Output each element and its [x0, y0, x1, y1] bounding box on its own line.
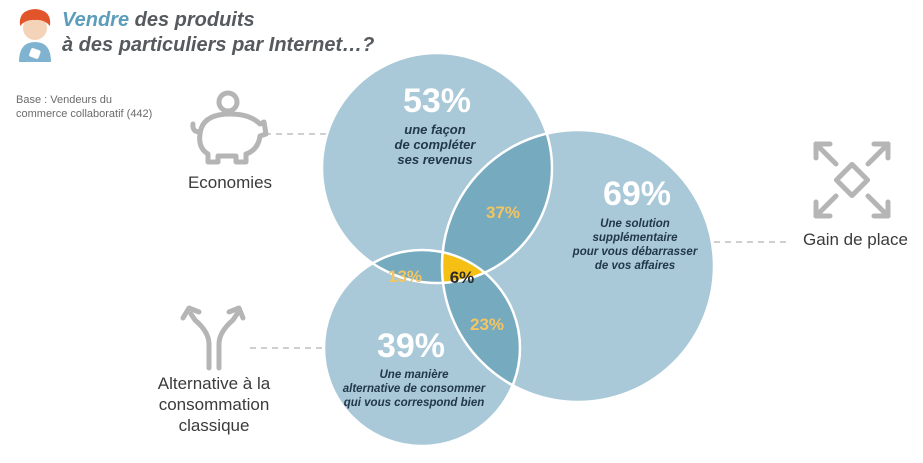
desc-bottom: Une manière alternative de consommer qui…: [336, 368, 492, 410]
desc-bottom-line3: qui vous correspond bien: [343, 397, 485, 409]
value-all: 6%: [449, 268, 475, 287]
value-top-bottom: 13%: [387, 267, 423, 286]
desc-bottom-line2: alternative de consommer: [342, 383, 486, 395]
label-gain-de-place: Gain de place: [803, 230, 908, 249]
title-rest: des produits: [129, 9, 255, 31]
desc-right: Une solution supplémentaire pour vous dé…: [560, 217, 710, 273]
desc-right-line3: pour vous débarrasser: [572, 246, 698, 258]
title-line2: à des particuliers par Internet…?: [62, 34, 375, 56]
overlap-top-right: [442, 130, 552, 283]
value-right: 69%: [602, 175, 672, 213]
value-bottom: 39%: [376, 327, 446, 365]
label-alternative-line3: classique: [178, 416, 250, 435]
desc-top-line3: ses revenus: [397, 152, 473, 167]
desc-top-line1: une façon: [404, 122, 466, 137]
base-note: Base : Vendeurs du commerce collaboratif…: [16, 93, 186, 121]
split-arrows-icon: [180, 305, 246, 371]
desc-right-line1: Une solution: [600, 218, 670, 230]
label-alternative: Alternative à la consommation classique: [146, 373, 282, 436]
value-right-bottom: 23%: [469, 315, 505, 334]
desc-top: une façon de compléter ses revenus: [360, 122, 510, 167]
desc-right-line4: de vos affaires: [594, 260, 676, 272]
expand-arrows-icon: [813, 141, 891, 219]
base-line2: commerce collaboratif (442): [16, 108, 153, 120]
value-top: 53%: [402, 82, 472, 120]
desc-right-line2: supplémentaire: [592, 232, 678, 244]
person-avatar-icon: [14, 6, 56, 64]
page-title: Vendre des produits à des particuliers p…: [62, 8, 374, 58]
desc-bottom-line1: Une manière: [379, 369, 449, 381]
label-alternative-line1: Alternative à la: [157, 374, 271, 393]
label-alternative-line2: consommation: [158, 395, 270, 414]
label-economies: Economies: [187, 173, 273, 192]
piggy-bank-icon: [190, 90, 269, 165]
title-accent: Vendre: [62, 9, 130, 31]
base-line1: Base : Vendeurs du: [16, 94, 113, 106]
desc-top-line2: de compléter: [394, 137, 476, 152]
value-top-right: 37%: [485, 203, 521, 222]
